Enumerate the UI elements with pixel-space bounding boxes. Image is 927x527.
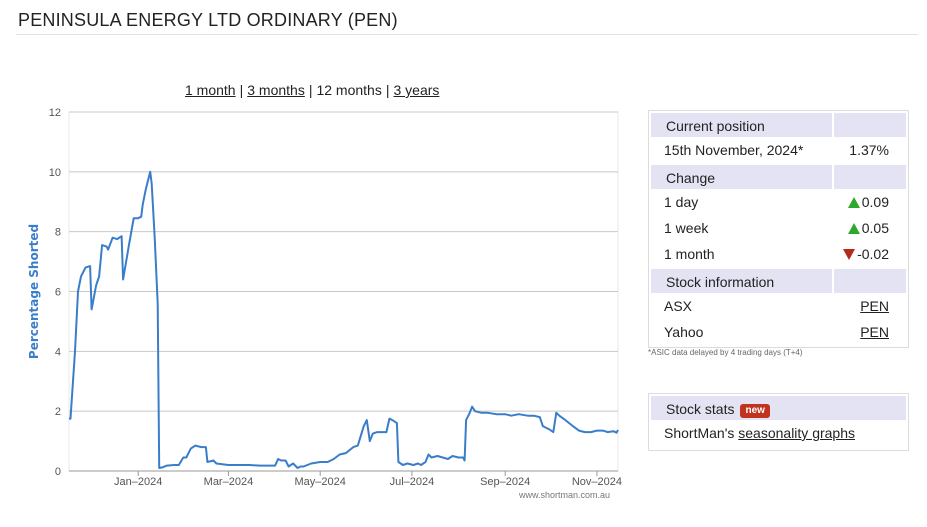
stock-info-header-row: Stock information [649, 267, 908, 293]
change-row-1-week: 1 week 0.05 [649, 215, 908, 241]
chart-credit: www.shortman.com.au [518, 490, 610, 500]
y-axis-title: Percentage Shorted [27, 224, 41, 359]
y-tick-label: 4 [55, 346, 61, 358]
change-value: -0.02 [843, 241, 889, 267]
range-1-month-link[interactable]: 1 month [185, 82, 236, 98]
asx-link[interactable]: PEN [860, 298, 889, 314]
short-position-chart: 0 2 4 6 8 10 12 Jan–2024 Mar–2024 May–2024 Jul–202… [27, 107, 622, 500]
title-divider [16, 34, 918, 35]
header-cell: Stock stats new [651, 396, 906, 420]
change-label: 1 week [664, 220, 709, 236]
arrow-up-icon [847, 197, 860, 208]
yahoo-link[interactable]: PEN [860, 324, 889, 340]
x-tick-label: May–2024 [294, 476, 345, 488]
y-tick-label: 10 [49, 167, 61, 179]
change-row-1-day: 1 day 0.09 [649, 189, 908, 215]
range-selector: 1 month | 3 months | 12 months | 3 years [185, 82, 439, 98]
y-tick-label: 2 [55, 406, 61, 418]
asx-label: ASX [664, 298, 693, 314]
header-cell: Change [651, 165, 832, 189]
stock-stats-header-row: Stock stats new [649, 394, 908, 420]
header-cell: Current position [651, 113, 832, 137]
x-tick-label: Jul–2024 [390, 476, 435, 488]
seasonality-row: ShortMan's seasonality graphs [649, 420, 908, 446]
range-3-years-link[interactable]: 3 years [393, 82, 440, 98]
range-12-months-current: 12 months [316, 82, 382, 98]
change-value: 0.05 [847, 215, 889, 241]
y-tick-label: 6 [55, 287, 61, 299]
change-value: 0.09 [847, 189, 889, 215]
header-cell [834, 113, 906, 137]
y-tick-label: 0 [55, 466, 61, 478]
y-tick-label: 12 [49, 107, 61, 119]
page-title: PENINSULA ENERGY LTD ORDINARY (PEN) [18, 10, 398, 30]
change-header: Change [666, 170, 716, 186]
stock-info-header: Stock information [666, 274, 775, 290]
seasonality-graphs-link[interactable]: seasonality graphs [738, 425, 856, 441]
asx-row: ASX PEN [649, 293, 908, 319]
yahoo-label: Yahoo [664, 324, 704, 340]
current-position-header: Current position [666, 118, 765, 134]
change-header-row: Change [649, 163, 908, 189]
x-tick-label: Sep–2024 [480, 476, 530, 488]
range-separator: | [239, 82, 244, 98]
y-tick-label: 8 [55, 227, 61, 239]
position-value: 1.37% [849, 142, 889, 158]
range-separator: | [385, 82, 390, 98]
header-cell [834, 269, 906, 293]
series-line [69, 170, 619, 469]
arrow-down-icon [843, 249, 856, 260]
seasonality-text: ShortMan's seasonality graphs [664, 425, 856, 441]
arrow-up-icon [847, 223, 860, 234]
new-badge: new [740, 404, 770, 418]
change-row-1-month: 1 month -0.02 [649, 241, 908, 267]
header-cell: Stock information [651, 269, 832, 293]
x-tick-label: Mar–2024 [204, 476, 254, 488]
current-position-header-row: Current position [649, 111, 908, 137]
yahoo-row: Yahoo PEN [649, 319, 908, 345]
range-3-months-link[interactable]: 3 months [247, 82, 305, 98]
x-tick-label: Nov–2024 [572, 476, 622, 488]
x-tick-label: Jan–2024 [114, 476, 162, 488]
range-separator: | [308, 82, 313, 98]
change-label: 1 day [664, 194, 699, 210]
position-date: 15th November, 2024* [664, 142, 804, 158]
position-panel: Current position 15th November, 2024* 1.… [648, 110, 909, 348]
stock-stats-header: Stock stats new [666, 396, 770, 422]
header-cell [834, 165, 906, 189]
change-label: 1 month [664, 246, 715, 262]
asic-footnote: *ASIC data delayed by 4 trading days (T+… [648, 348, 803, 357]
current-position-row: 15th November, 2024* 1.37% [649, 137, 908, 163]
stock-stats-panel: Stock stats new ShortMan's seasonality gr… [648, 393, 909, 451]
